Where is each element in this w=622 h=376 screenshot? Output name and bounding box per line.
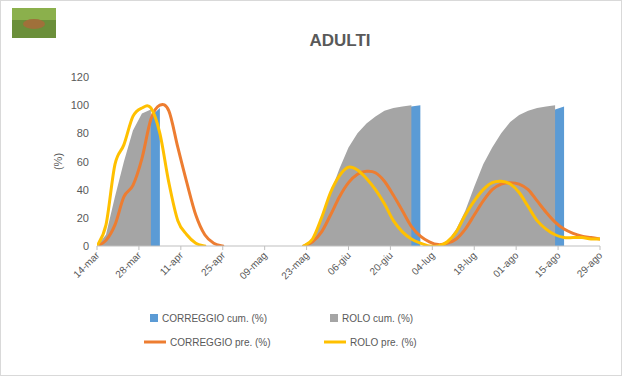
- x-tick-label: 28-mar: [113, 249, 144, 280]
- line: [97, 106, 600, 246]
- x-tick: [97, 246, 98, 250]
- x-tick: [348, 246, 349, 250]
- y-tick-label: 40: [77, 184, 89, 196]
- icon-insect: [23, 19, 45, 29]
- legend-label: CORREGGIO pre. (%): [170, 337, 271, 348]
- y-tick-label: 120: [71, 71, 89, 83]
- y-tick-label: 20: [77, 212, 89, 224]
- y-axis-label: (%): [52, 153, 64, 170]
- title: ADULTI: [309, 31, 370, 50]
- x-tick-label: 01-ago: [491, 249, 521, 279]
- x-tick: [306, 246, 307, 250]
- legend-swatch: [330, 314, 338, 322]
- x-tick-label: 14-mar: [71, 249, 102, 280]
- x-tick: [516, 246, 517, 250]
- x-tick: [390, 246, 391, 250]
- x-tick-label: 04-lug: [409, 250, 436, 277]
- y-tick-label: 100: [71, 99, 89, 111]
- icon: [12, 8, 56, 38]
- legend-swatch: [150, 314, 158, 322]
- legend-label: ROLO pre. (%): [350, 337, 417, 348]
- x-tick-label: 25-apr: [199, 249, 228, 278]
- x-tick-label: 29-ago: [575, 249, 605, 279]
- x-tick-label: 06-giu: [325, 250, 352, 277]
- x-tick: [474, 246, 475, 250]
- x-tick-label: 09-mag: [237, 250, 269, 282]
- x-tick: [222, 246, 223, 250]
- line: [97, 104, 600, 246]
- legend-label: CORREGGIO cum. (%): [162, 313, 267, 324]
- x-tick-label: 18-lug: [451, 250, 478, 277]
- x-tick: [138, 246, 139, 250]
- legend-swatch: [144, 341, 166, 344]
- y-tick-label: 60: [77, 156, 89, 168]
- plot-area: [97, 104, 600, 246]
- chart: ADULTI (%) 0 20 40 60 80 100 120 14-mar 28-mar 11-a…: [0, 0, 622, 376]
- x-tick: [180, 246, 181, 250]
- icon-bg: [12, 8, 56, 38]
- x-tick: [432, 246, 433, 250]
- legend-swatch: [324, 341, 346, 344]
- icon-light: [12, 8, 56, 20]
- x-tick-label: 23-mag: [279, 250, 311, 282]
- legend-label: ROLO cum. (%): [342, 313, 413, 324]
- x-tick-label: 11-apr: [158, 249, 186, 277]
- legend: CORREGGIO cum. (%) ROLO cum. (%) CORREGGIO…: [144, 313, 417, 348]
- y-tick-label: 80: [77, 127, 89, 139]
- x-tick: [600, 246, 601, 250]
- chart-frame: [1, 1, 622, 376]
- x-tick: [558, 246, 559, 250]
- x-tick-label: 15-ago: [533, 249, 563, 279]
- y-tick-label: 0: [83, 240, 89, 252]
- x-tick-label: 20-giu: [367, 250, 394, 277]
- x-tick: [264, 246, 265, 250]
